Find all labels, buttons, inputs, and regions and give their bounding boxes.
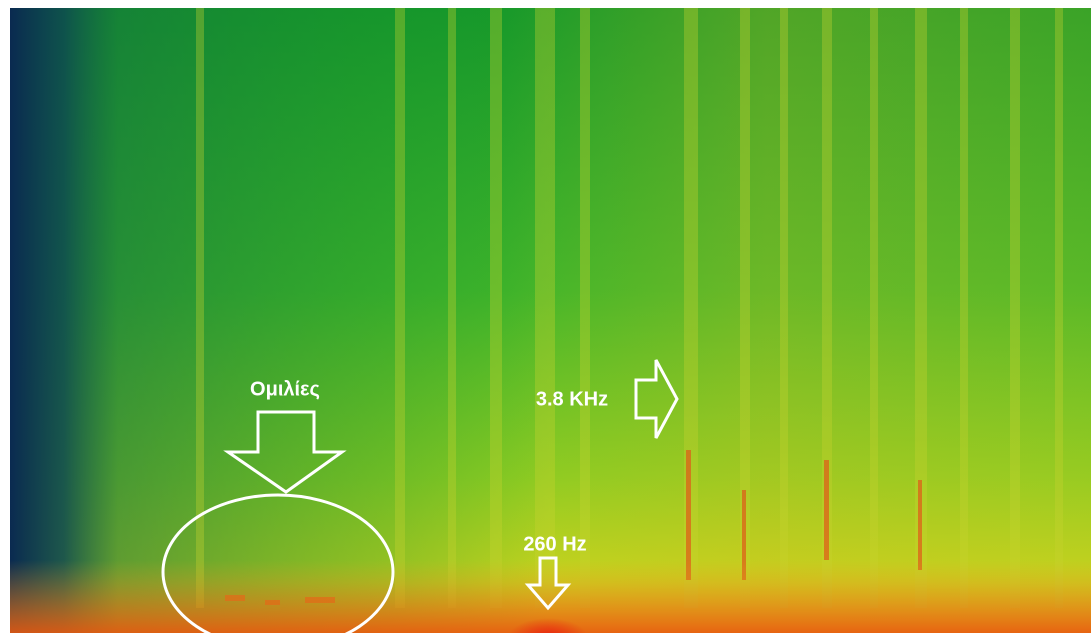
spectral-line [1055, 8, 1063, 608]
spectral-line [490, 8, 502, 608]
spectral-line [580, 8, 590, 608]
annotation-label: Ομιλίες [250, 378, 320, 400]
spectral-line [395, 8, 405, 608]
spectral-line [870, 8, 878, 608]
spectrogram-screenshot: Ομιλίες 3.8 KHz 260 Hz [0, 0, 1091, 633]
spectral-line [1010, 8, 1020, 608]
annotation-label: 3.8 KHz [536, 388, 608, 410]
spectral-line [780, 8, 788, 608]
spectral-line [535, 8, 555, 608]
spectral-line [448, 8, 456, 608]
tonal-peak [824, 460, 829, 560]
annotation-label: 260 Hz [523, 533, 586, 555]
spectral-line [960, 8, 968, 608]
tonal-peak [918, 480, 922, 570]
